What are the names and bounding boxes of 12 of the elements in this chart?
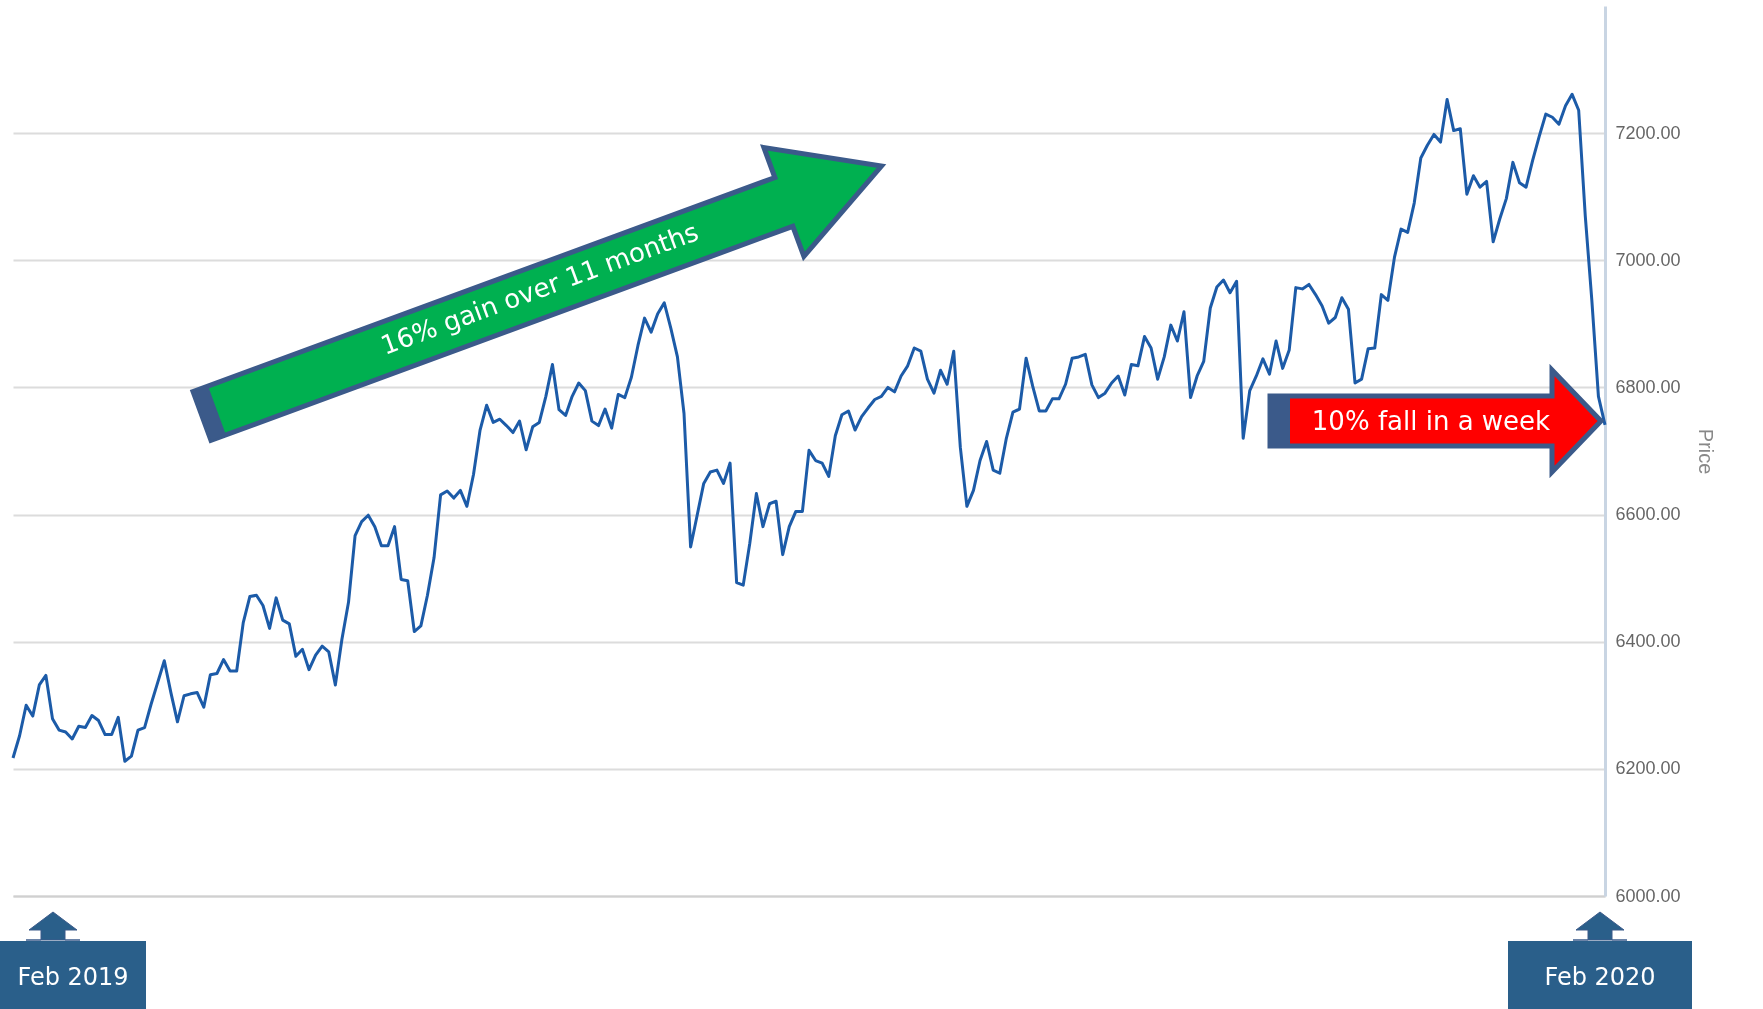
y-tick-label: 6600.00 <box>1615 504 1681 525</box>
y-tick-label: 7200.00 <box>1615 122 1681 143</box>
y-axis-title: Price <box>1694 428 1717 475</box>
text: Feb 2019 <box>17 963 129 991</box>
line-series <box>11 92 1607 763</box>
y-tick-label: 7000.00 <box>1615 249 1681 270</box>
y-tick-label: 6400.00 <box>1615 631 1681 652</box>
text: Feb 2020 <box>1544 963 1656 991</box>
annotation: 10% fall in a week <box>1311 405 1551 436</box>
y-tick-label: 6800.00 <box>1615 376 1681 397</box>
y-tick-label: 6000.00 <box>1615 885 1681 906</box>
y-tick-label: 6200.00 <box>1615 758 1681 779</box>
